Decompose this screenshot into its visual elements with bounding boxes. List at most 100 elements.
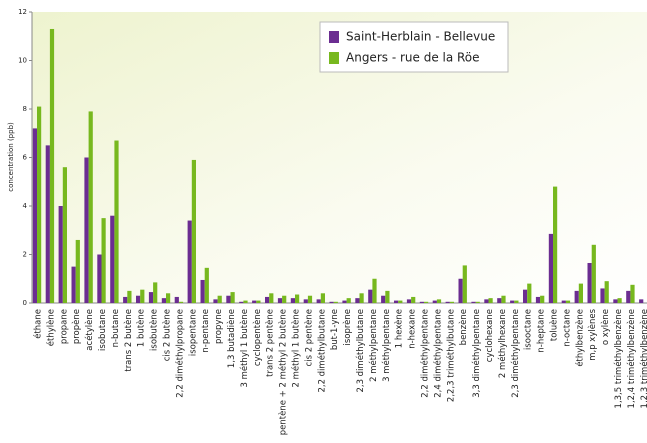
bar [394,300,399,303]
bar [71,266,76,303]
x-tick-label: isobutane [98,309,108,351]
bar [372,278,377,303]
x-tick-label: 2,4 diméthylpentane [432,309,443,398]
bar [239,301,244,303]
bar [62,167,67,303]
legend-label: Saint-Herblain - Bellevue [346,30,495,44]
bar [578,283,583,303]
bar [527,283,532,303]
bar [368,289,373,303]
bar [166,293,171,303]
bar [187,220,192,303]
bar [161,298,166,303]
bar [587,262,592,303]
x-tick-label: trans 2 pentène [265,309,276,377]
x-tick-label: 1,3,5 triméthylbenzène [613,309,624,408]
bar [282,295,287,303]
bar [565,300,571,303]
bar [290,298,295,303]
legend-box [319,21,509,73]
bar [462,265,467,303]
x-tick-label: n-butane [111,309,121,347]
x-tick-label: m,p xylènes [587,308,598,360]
x-tick-label: but-1-yne [330,309,340,350]
x-tick-label: 2,2,3 triméthylbutane [445,309,456,402]
bar [561,300,566,303]
bar [49,28,55,303]
x-tick-label: 3 méthylpentane [381,309,392,382]
bar [639,299,644,303]
bar [604,281,609,303]
bar [449,301,454,303]
bar [523,289,528,303]
y-axis-label: concentration (ppb) [7,122,15,192]
legend-swatch [329,31,339,43]
bar [406,299,412,303]
bar [411,296,416,303]
bar [230,292,235,303]
y-tick-label: 6 [23,154,28,162]
x-tick-label: cis 2 butène [162,309,173,361]
bar [333,301,338,303]
bar [243,300,248,303]
bar [265,296,270,303]
x-tick-label: propyne [214,309,224,344]
bar [471,301,476,303]
bar [398,300,403,303]
x-tick-label: acétylène [84,309,95,351]
bar [101,218,106,303]
x-tick-label: 1,3 butadiène [226,309,237,368]
bar [191,159,196,303]
bar [329,301,334,303]
x-tick-label: pentène + 2 méthyl 2 butène [278,309,289,435]
bar [148,292,154,303]
bar [535,296,541,303]
bar [626,290,631,303]
bar [153,282,158,303]
x-tick-label: 2,2 diméthylbutane [316,309,327,393]
bar [110,215,115,303]
x-tick-label: éthane [33,309,44,339]
x-tick-label: éthylène [45,309,56,346]
bar [32,128,37,303]
y-tick-label: 8 [23,105,27,113]
x-tick-label: o xylène [600,309,611,345]
bar [484,299,489,303]
legend-swatch [329,52,339,64]
bar [419,301,424,303]
bar [256,300,261,303]
legend-label: Angers - rue de la Röe [346,51,480,65]
x-tick-label: n-hexane [408,309,418,349]
bar [114,140,119,303]
bar [514,300,519,303]
x-tick-label: isobutène [149,309,160,351]
bar [127,290,132,303]
bar [45,145,50,303]
bar [385,290,390,303]
bar [488,298,493,303]
bar [600,288,605,303]
bar [140,289,145,303]
y-tick-label: 0 [23,299,27,307]
bar [178,301,184,303]
x-tick-label: 3 méthyl 1 butène [239,309,250,388]
y-tick-label: 4 [23,202,28,210]
x-tick-label: cyclopentène [252,309,263,366]
bar [359,293,364,303]
bar [307,295,313,303]
bar [37,106,42,303]
x-tick-label: 3,3 diméthylpentane [471,309,482,398]
x-tick-label: isooctane [524,309,534,350]
bar [213,299,218,303]
bar [548,233,553,303]
x-tick-label: cyclohexane [485,309,495,362]
x-tick-label: 1 hexène [394,309,405,348]
x-tick-label: benzène [458,309,469,345]
bar [277,298,283,303]
x-tick-label: 2 méthyl 1 butène [291,309,302,388]
bar [136,295,141,303]
bar [123,296,128,303]
bar [475,301,480,303]
x-tick-label: 1,2,3 triméthylbenzène [639,309,647,408]
legend: Saint-Herblain - Bellevue Angers - rue de… [319,21,509,73]
